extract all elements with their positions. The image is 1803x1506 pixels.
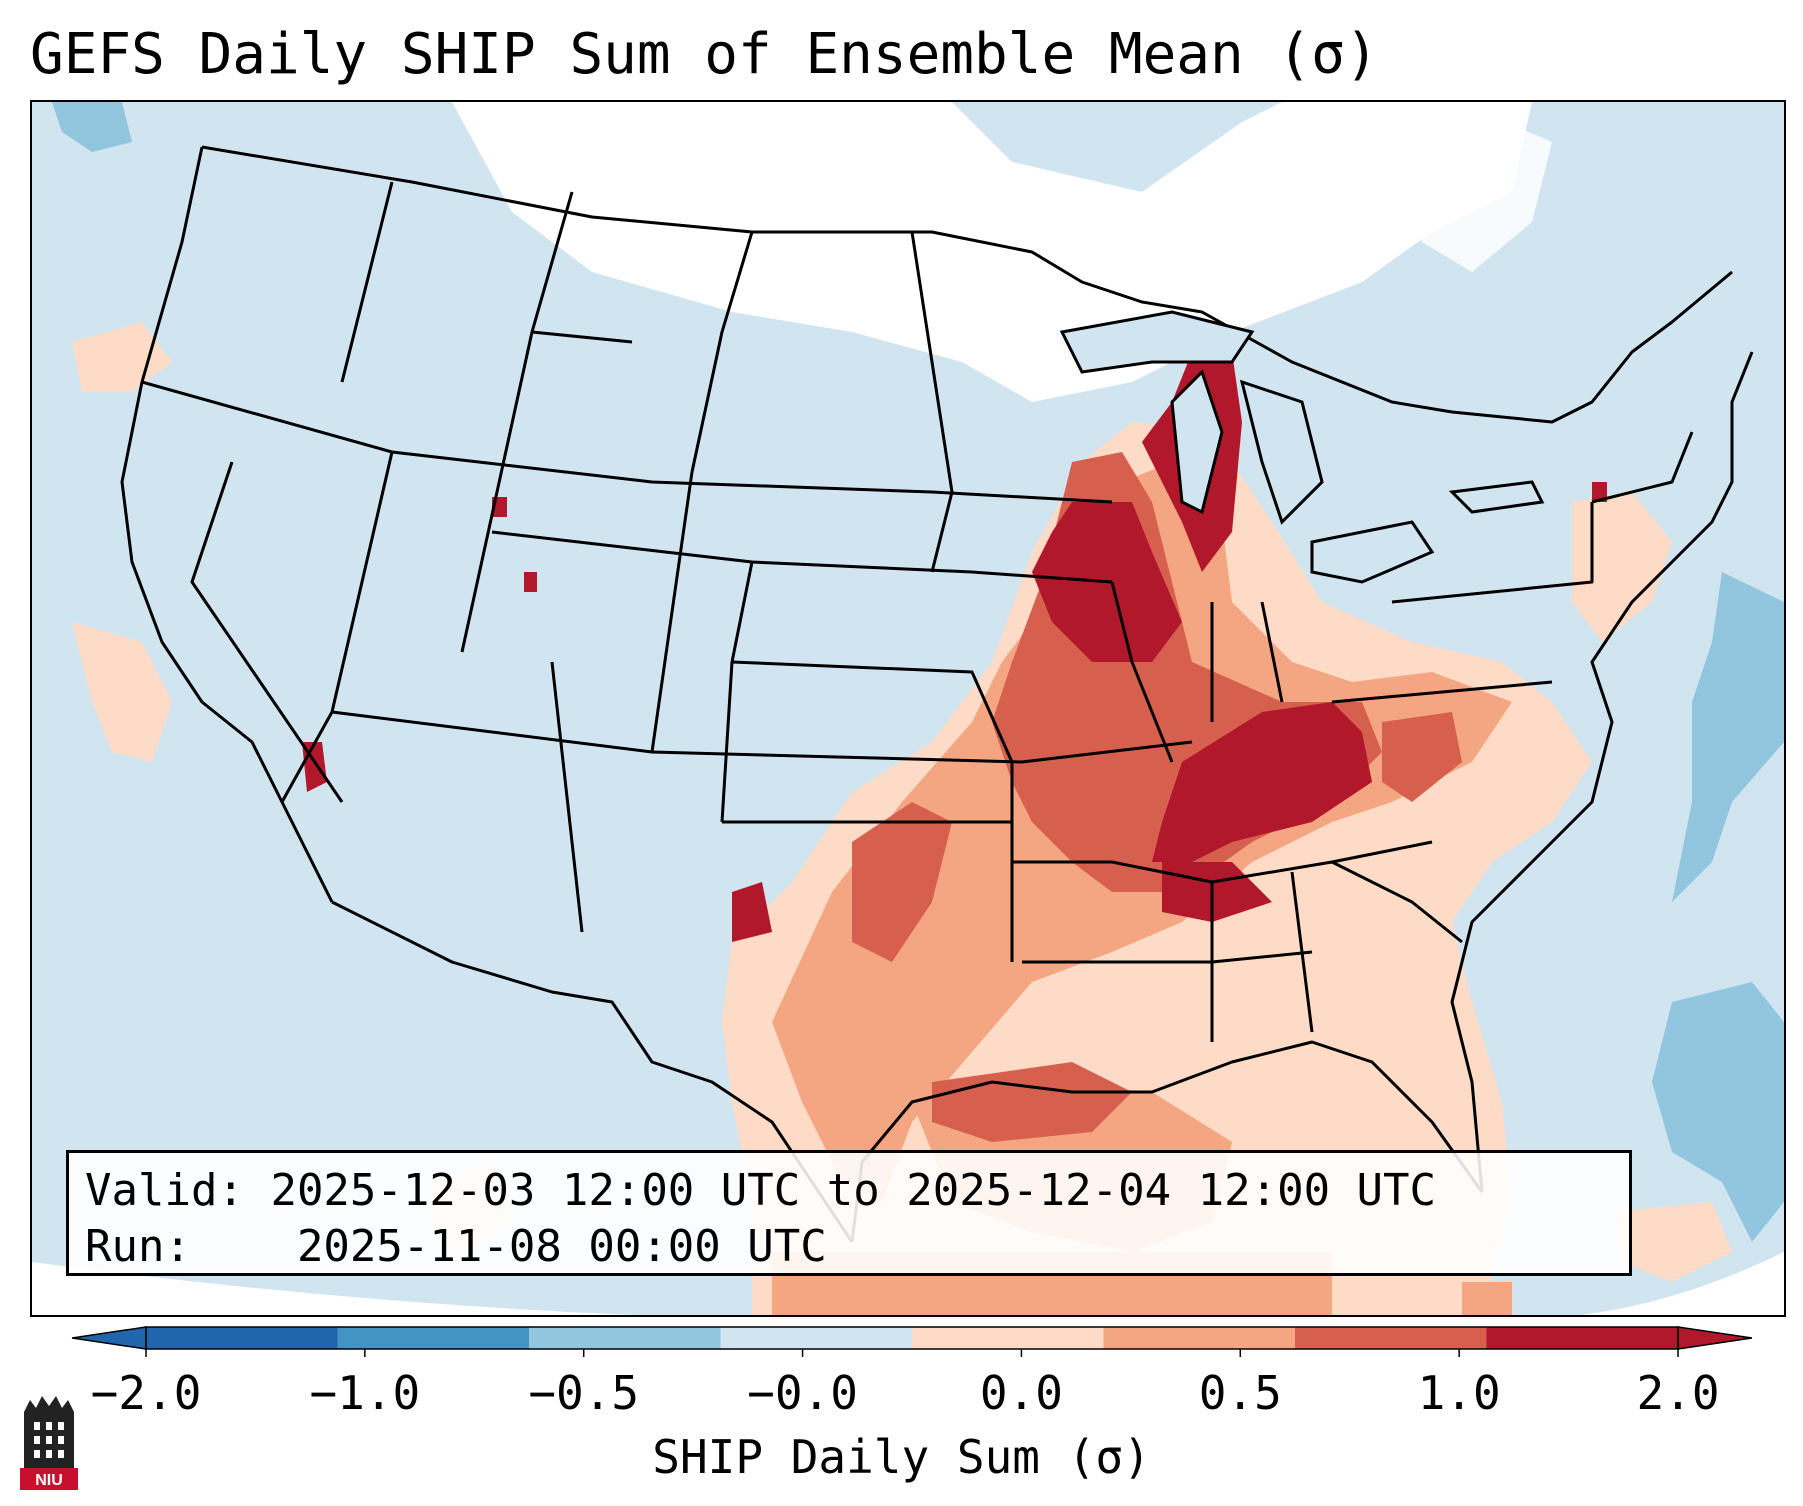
colorbar-extend-high: [1677, 1326, 1752, 1350]
colorbar: [72, 1326, 1752, 1357]
colorbar-segment: [912, 1327, 1104, 1349]
colorbar-tick-label: −2.0: [90, 1366, 202, 1420]
valid-label: Valid:: [85, 1165, 244, 1216]
run-value: 2025-11-08 00:00 UTC: [296, 1221, 827, 1272]
great-lakes: [1059, 310, 1545, 584]
colorbar-tick-label: −0.5: [528, 1366, 640, 1420]
colorbar-tick-label: 0.5: [1198, 1366, 1282, 1420]
state-borders: [120, 145, 1754, 1243]
colorbar-tick-label: 1.0: [1417, 1366, 1501, 1420]
colorbar-segment: [146, 1327, 338, 1349]
niu-logo-icon: NIU: [20, 1396, 78, 1490]
negative-anomaly-patches: [52, 102, 1784, 1242]
map-title: GEFS Daily SHIP Sum of Ensemble Mean (σ): [30, 22, 1379, 87]
colorbar-segments: [72, 1326, 1752, 1357]
validity-info-box: Valid: 2025-12-03 12:00 UTC to 2025-12-0…: [66, 1150, 1632, 1276]
run-label: Run:: [85, 1221, 191, 1272]
colorbar-segment: [720, 1327, 913, 1349]
colorbar-segment: [1486, 1327, 1679, 1349]
colorbar-segment: [529, 1327, 721, 1349]
colorbar-tick-label: 2.0: [1636, 1366, 1720, 1420]
colorbar-extend-low: [72, 1326, 147, 1350]
colorbar-segment: [1103, 1327, 1296, 1349]
colorbar-segment: [337, 1327, 530, 1349]
no-data-region: [32, 102, 1784, 1315]
ship-map: [32, 102, 1784, 1315]
colorbar-label: SHIP Daily Sum (σ): [652, 1430, 1151, 1484]
colorbar-tick-label: −1.0: [309, 1366, 421, 1420]
valid-value: 2025-12-03 12:00 UTC to 2025-12-04 12:00…: [270, 1165, 1437, 1216]
colorbar-tick-label: −0.0: [747, 1366, 858, 1420]
logo-text: NIU: [35, 1472, 63, 1489]
colorbar-segment: [1295, 1327, 1487, 1349]
map-panel: [30, 100, 1786, 1317]
colorbar-outline: [145, 1326, 1679, 1350]
colorbar-tick-label: 0.0: [979, 1366, 1063, 1420]
